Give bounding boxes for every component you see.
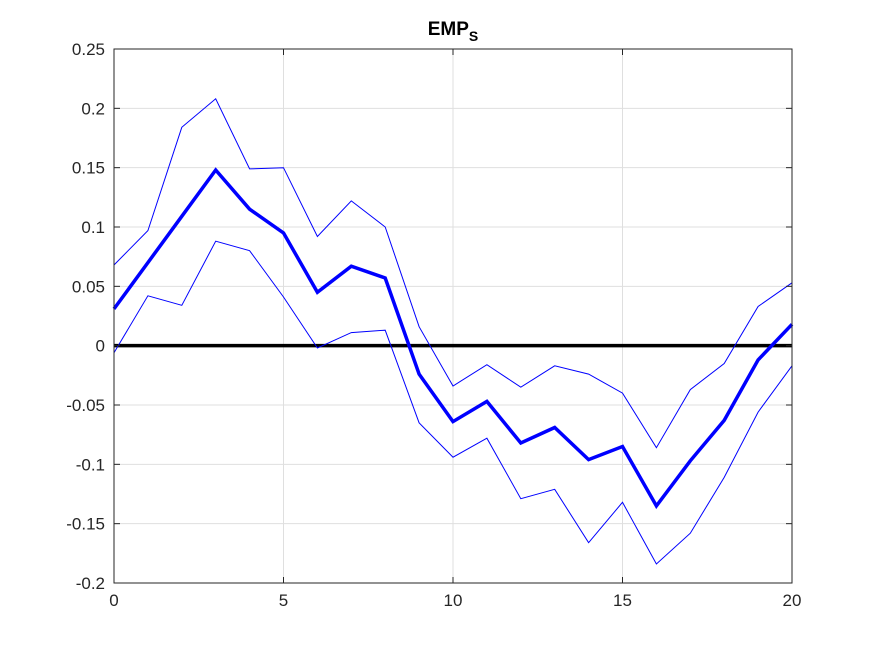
y-axis: -0.2 -0.15 -0.1 -0.05 0 0.05 0.1 0.15 0.2 0.25	[66, 40, 792, 593]
chart-title-subscript: S	[469, 28, 478, 44]
x-tick-label-2: 10	[444, 591, 463, 610]
y-tick-label-3: -0.05	[66, 396, 105, 415]
series-line-median	[112, 167, 794, 510]
series-line-upper	[113, 98, 793, 449]
y-tick-label-0: -0.2	[76, 574, 105, 593]
grid	[113, 48, 793, 584]
x-tick-label-3: 15	[613, 591, 632, 610]
y-tick-label-4: 0	[96, 337, 105, 356]
x-tick-label-1: 5	[279, 591, 288, 610]
x-axis: 0 5 10 15 20	[109, 49, 801, 610]
y-tick-label-9: 0.25	[72, 40, 105, 59]
chart-title-main: EMP	[428, 19, 470, 40]
series-line-lower	[113, 240, 793, 565]
y-tick-label-1: -0.15	[66, 515, 105, 534]
series-group	[112, 98, 794, 565]
y-tick-label-8: 0.2	[81, 99, 105, 118]
x-tick-label-0: 0	[109, 591, 118, 610]
chart-title: EMPS	[428, 19, 479, 44]
y-tick-label-5: 0.05	[72, 277, 105, 296]
y-tick-label-2: -0.1	[76, 455, 105, 474]
x-tick-label-4: 20	[783, 591, 802, 610]
y-tick-label-6: 0.1	[81, 218, 105, 237]
y-tick-label-7: 0.15	[72, 159, 105, 178]
